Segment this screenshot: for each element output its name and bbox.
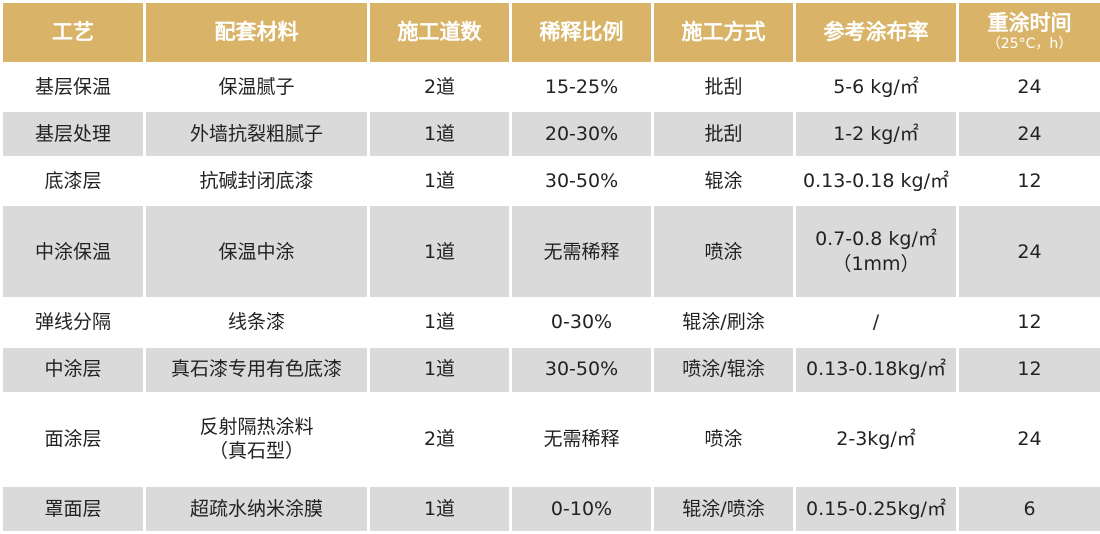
table-row: 基层保温 保温腻子 2道 15-25% 批刮 5-6 kg/㎡ 24	[0, 61, 1100, 113]
cell-rate: 0.15-0.25kg/㎡	[793, 483, 959, 534]
cell-process: 中涂层	[0, 344, 146, 395]
cell-method: 喷涂	[651, 391, 796, 487]
header-material: 配套材料	[143, 0, 370, 65]
table-row: 中涂保温 保温中涂 1道 无需稀释 喷涂 0.7-0.8 kg/㎡ （1mm） …	[0, 203, 1100, 301]
header-process: 工艺	[0, 0, 146, 65]
cell-rate: 0.13-0.18kg/㎡	[793, 344, 959, 395]
header-recoat: 重涂时间 （25°C，h）	[956, 0, 1100, 65]
cell-method: 喷涂	[651, 203, 796, 301]
cell-coats: 1道	[367, 203, 512, 301]
cell-dilution: 30-50%	[509, 156, 654, 207]
cell-coats: 1道	[367, 156, 512, 207]
cell-dilution: 20-30%	[509, 109, 654, 160]
header-method: 施工方式	[651, 0, 796, 65]
cell-dilution: 无需稀释	[509, 391, 654, 487]
cell-rate: 0.7-0.8 kg/㎡ （1mm）	[793, 203, 959, 301]
table-row: 基层处理 外墙抗裂粗腻子 1道 20-30% 批刮 1-2 kg/㎡ 24	[0, 109, 1100, 160]
cell-material: 保温中涂	[143, 203, 370, 301]
cell-recoat: 24	[956, 61, 1100, 113]
table-row: 罩面层 超疏水纳米涂膜 1道 0-10% 辊涂/喷涂 0.15-0.25kg/㎡…	[0, 483, 1100, 534]
cell-material: 保温腻子	[143, 61, 370, 113]
cell-dilution: 30-50%	[509, 344, 654, 395]
cell-coats: 2道	[367, 391, 512, 487]
cell-dilution: 0-10%	[509, 483, 654, 534]
cell-recoat: 24	[956, 391, 1100, 487]
cell-process: 基层处理	[0, 109, 146, 160]
cell-recoat: 24	[956, 109, 1100, 160]
cell-process: 中涂保温	[0, 203, 146, 301]
cell-method: 辊涂/刷涂	[651, 297, 796, 348]
cell-coats: 2道	[367, 61, 512, 113]
cell-rate: 1-2 kg/㎡	[793, 109, 959, 160]
cell-material: 抗碱封闭底漆	[143, 156, 370, 207]
cell-process: 罩面层	[0, 483, 146, 534]
table-row: 弹线分隔 线条漆 1道 0-30% 辊涂/刷涂 / 12	[0, 297, 1100, 348]
cell-coats: 1道	[367, 109, 512, 160]
cell-coats: 1道	[367, 297, 512, 348]
cell-rate: 2-3kg/㎡	[793, 391, 959, 487]
table-body: 基层保温 保温腻子 2道 15-25% 批刮 5-6 kg/㎡ 24 基层处理 …	[0, 61, 1100, 534]
cell-recoat: 12	[956, 344, 1100, 395]
cell-material-value: 反射隔热涂料	[199, 415, 314, 438]
header-rate: 参考涂布率	[793, 0, 959, 65]
cell-dilution: 无需稀释	[509, 203, 654, 301]
header-recoat-label: 重涂时间	[987, 11, 1072, 36]
cell-rate-note: （1mm）	[832, 252, 920, 275]
cell-coats: 1道	[367, 483, 512, 534]
cell-material: 反射隔热涂料 （真石型）	[143, 391, 370, 487]
cell-recoat: 12	[956, 297, 1100, 348]
cell-process: 面涂层	[0, 391, 146, 487]
cell-material: 超疏水纳米涂膜	[143, 483, 370, 534]
table-row: 底漆层 抗碱封闭底漆 1道 30-50% 辊涂 0.13-0.18 kg/㎡ 1…	[0, 156, 1100, 207]
cell-method: 喷涂/辊涂	[651, 344, 796, 395]
header-row: 工艺 配套材料 施工道数 稀释比例 施工方式 参考涂布率 重涂时间 （25°C，…	[0, 0, 1100, 65]
cell-material-note: （真石型）	[208, 440, 304, 463]
cell-rate: 5-6 kg/㎡	[793, 61, 959, 113]
cell-method: 批刮	[651, 61, 796, 113]
cell-material: 真石漆专用有色底漆	[143, 344, 370, 395]
cell-process: 基层保温	[0, 61, 146, 113]
cell-process: 底漆层	[0, 156, 146, 207]
cell-rate: /	[793, 297, 959, 348]
cell-process: 弹线分隔	[0, 297, 146, 348]
cell-dilution: 15-25%	[509, 61, 654, 113]
cell-dilution: 0-30%	[509, 297, 654, 348]
header-coats: 施工道数	[367, 0, 512, 65]
cell-material: 外墙抗裂粗腻子	[143, 109, 370, 160]
header-recoat-unit: （25°C，h）	[986, 36, 1073, 53]
header-dilution: 稀释比例	[509, 0, 654, 65]
cell-rate-value: 0.7-0.8 kg/㎡	[815, 228, 937, 251]
cell-coats: 1道	[367, 344, 512, 395]
table-header: 工艺 配套材料 施工道数 稀释比例 施工方式 参考涂布率 重涂时间 （25°C，…	[0, 0, 1100, 65]
cell-method: 辊涂/喷涂	[651, 483, 796, 534]
cell-recoat: 12	[956, 156, 1100, 207]
table-row: 中涂层 真石漆专用有色底漆 1道 30-50% 喷涂/辊涂 0.13-0.18k…	[0, 344, 1100, 395]
cell-recoat: 6	[956, 483, 1100, 534]
cell-method: 辊涂	[651, 156, 796, 207]
cell-material: 线条漆	[143, 297, 370, 348]
table-row: 面涂层 反射隔热涂料 （真石型） 2道 无需稀释 喷涂 2-3kg/㎡ 24	[0, 391, 1100, 487]
cell-method: 批刮	[651, 109, 796, 160]
cell-recoat: 24	[956, 203, 1100, 301]
cell-rate: 0.13-0.18 kg/㎡	[793, 156, 959, 207]
